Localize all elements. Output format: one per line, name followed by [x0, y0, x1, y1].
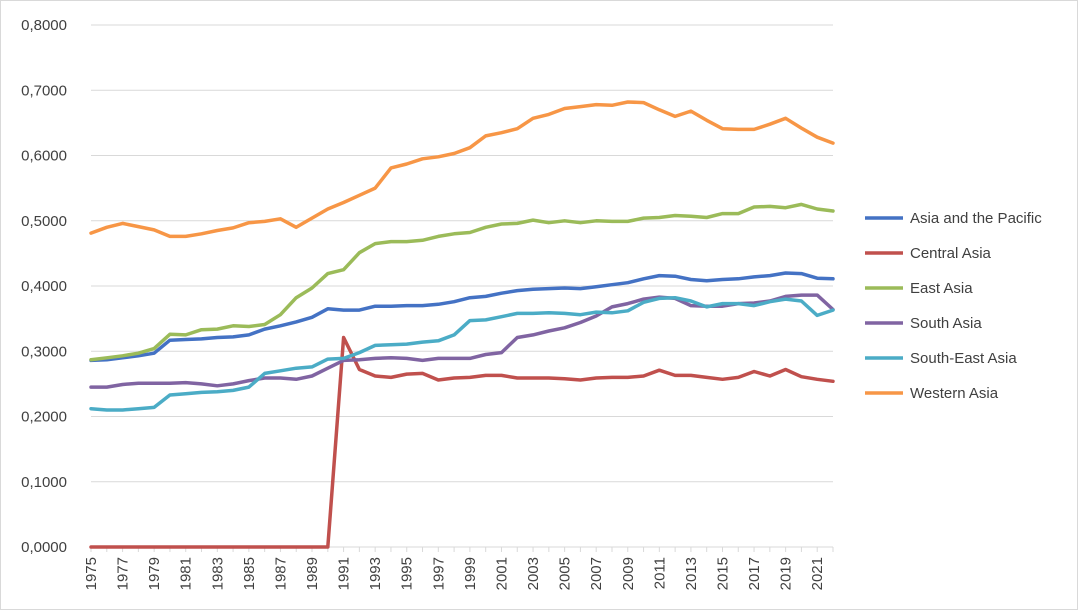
x-tick-label: 2009: [620, 557, 637, 590]
x-tick-label: 2013: [683, 557, 700, 590]
y-tick-label: 0,8000: [21, 17, 67, 34]
series-line-western-asia: [89, 100, 835, 239]
x-tick-label: 1989: [304, 557, 321, 590]
series-line-asia-and-the-pacific: [89, 271, 835, 363]
y-tick-label: 0,4000: [21, 278, 67, 295]
series-lines: [89, 100, 835, 549]
legend: Asia and the Pacific Central Asia East Asi…: [865, 210, 1042, 402]
y-tick-label: 0,1000: [21, 474, 67, 491]
x-tick-label: 1999: [462, 557, 479, 590]
legend-label-east-asia: East Asia: [910, 280, 973, 297]
x-tick-label: 1985: [241, 557, 258, 590]
x-tick-label: 1981: [178, 557, 195, 590]
y-axis-tick-labels: 0,0000 0,1000 0,2000 0,3000 0,4000 0,5000 0,60…: [21, 17, 67, 556]
series-line-south-asia: [89, 293, 835, 389]
x-tick-label: 1975: [83, 557, 100, 590]
gridlines: [91, 24, 833, 483]
y-tick-label: 0,0000: [21, 539, 67, 556]
y-tick-label: 0,6000: [21, 148, 67, 165]
x-tick-label: 1995: [399, 557, 416, 590]
y-tick-label: 0,5000: [21, 213, 67, 230]
x-tick-label: 1979: [146, 557, 163, 590]
x-tick-label: 2015: [714, 557, 731, 590]
series-line-central-asia: [89, 335, 835, 549]
x-tick-label: 2005: [557, 557, 574, 590]
legend-label-central-asia: Central Asia: [910, 245, 992, 262]
legend-label-western-asia: Western Asia: [910, 385, 999, 402]
legend-label-south-east-asia: South-East Asia: [910, 350, 1017, 367]
series-line-south-east-asia: [89, 295, 835, 412]
series-line-east-asia: [89, 202, 835, 362]
x-tick-label: 1977: [115, 557, 132, 590]
x-axis-tick-labels: 1975 1977 1979 1981 1983 1985 1987 1989 1991 1993…: [83, 557, 826, 590]
x-tick-label: 1991: [336, 557, 353, 590]
y-tick-label: 0,7000: [21, 82, 67, 99]
x-tick-label: 2001: [493, 557, 510, 590]
y-tick-label: 0,3000: [21, 343, 67, 360]
x-tick-label: 1983: [209, 557, 226, 590]
x-tick-label: 1993: [367, 557, 384, 590]
x-tick-label: 2007: [588, 557, 605, 590]
x-tick-label: 2017: [746, 557, 763, 590]
x-tick-label: 2021: [809, 557, 826, 590]
legend-label-south-asia: South Asia: [910, 315, 982, 332]
x-tick-label: 2003: [525, 557, 542, 590]
y-tick-label: 0,2000: [21, 409, 67, 426]
x-tick-label: 2011: [651, 557, 668, 589]
x-tick-label: 1997: [430, 557, 447, 590]
x-tick-label: 2019: [778, 557, 795, 590]
x-tick-label: 1987: [272, 557, 289, 590]
legend-label-asia-and-the-pacific: Asia and the Pacific: [910, 210, 1042, 227]
